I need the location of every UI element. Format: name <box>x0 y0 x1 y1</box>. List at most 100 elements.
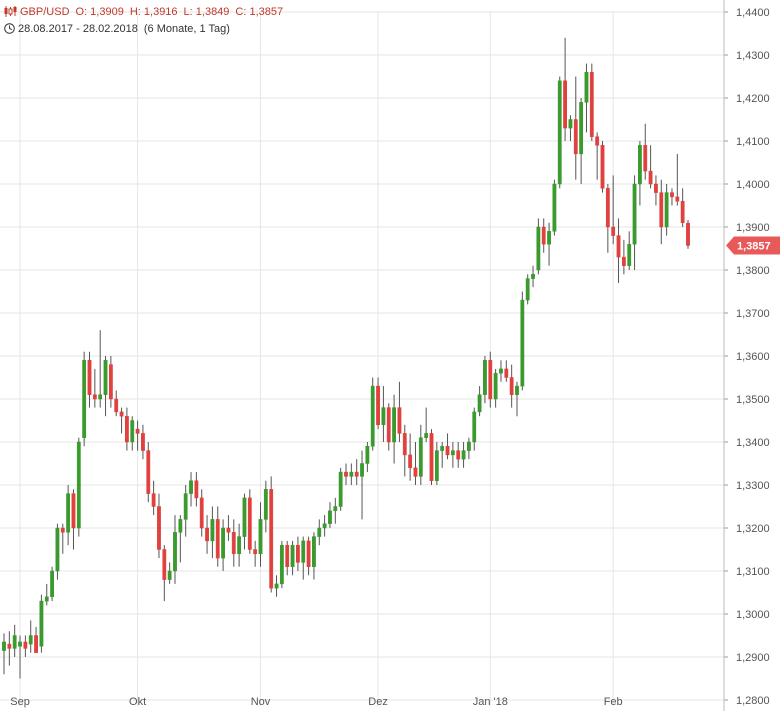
close-value: C: 1,3857 <box>235 6 284 18</box>
candle-body <box>178 519 183 533</box>
candle-body <box>483 360 487 395</box>
x-axis: Sep Okt Nov Dez Jan '18 Feb <box>10 696 622 708</box>
candle-body <box>7 643 12 649</box>
x-tick-label: Nov <box>251 696 271 708</box>
candle-body <box>44 596 49 602</box>
candle-body <box>472 411 477 443</box>
candle-body <box>408 454 413 469</box>
candle-body <box>66 493 71 533</box>
candle-body <box>301 540 306 563</box>
candle-body <box>151 493 156 507</box>
candle-body <box>563 80 568 129</box>
candle-body <box>648 170 653 185</box>
candle-body <box>579 102 584 155</box>
candle-body <box>317 527 322 537</box>
x-tick-label: Feb <box>604 696 623 708</box>
candle-body <box>119 411 124 417</box>
candle-body <box>146 450 151 494</box>
candle-body <box>600 145 605 189</box>
candle-body <box>173 532 177 572</box>
candle-body <box>141 433 145 451</box>
candle-body <box>595 136 600 146</box>
candle-body <box>557 80 562 185</box>
candle-body <box>28 635 33 645</box>
candle-body <box>461 450 466 460</box>
candle-body <box>333 506 338 512</box>
candle-body <box>269 489 274 589</box>
candle-body <box>429 433 434 481</box>
candle-body <box>424 433 429 438</box>
candle-body <box>199 497 204 529</box>
symbol: GBP/USD <box>20 6 70 18</box>
candle-body <box>103 360 108 395</box>
y-tick-label: 1,4300 <box>736 50 770 62</box>
candle-body <box>515 385 519 395</box>
candle-body <box>675 196 680 202</box>
candle-body <box>338 471 343 507</box>
x-tick-label: Jan '18 <box>473 696 508 708</box>
candle-body <box>654 183 658 193</box>
candle-body <box>434 450 439 481</box>
candle-body <box>440 446 445 451</box>
candle-body <box>76 441 81 529</box>
date-range: 28.08.2017 - 28.02.2018 <box>18 23 138 35</box>
candle-body <box>450 450 455 456</box>
candle-body <box>215 519 220 559</box>
y-tick-label: 1,4100 <box>736 136 770 148</box>
candle-body <box>39 600 44 647</box>
candle-body <box>477 394 482 413</box>
candle-body <box>183 493 188 520</box>
candle-body <box>295 544 300 563</box>
candle-body <box>360 463 364 477</box>
candle-body <box>381 407 386 426</box>
candle-body <box>531 274 535 279</box>
candle-body <box>34 635 38 653</box>
candle-body <box>354 471 359 477</box>
candle-body <box>285 544 290 567</box>
clock-icon <box>4 23 15 34</box>
candle-body <box>616 235 621 258</box>
candle-body <box>611 226 616 236</box>
y-tick-label: 1,4400 <box>736 7 770 19</box>
candle-body <box>263 489 268 520</box>
y-tick-label: 1,3100 <box>736 566 770 578</box>
candle-body <box>167 570 172 580</box>
candle-body <box>258 519 263 555</box>
candle-body <box>124 415 129 443</box>
candle-body <box>290 544 295 567</box>
open-value: O: 1,3909 <box>75 6 124 18</box>
candle-body <box>632 183 637 245</box>
candle-body <box>98 394 103 400</box>
candle-body <box>525 278 530 301</box>
candle-body <box>247 497 252 550</box>
y-tick-label: 1,2900 <box>736 652 770 664</box>
candle-body <box>659 192 664 228</box>
y-tick-label: 1,2800 <box>736 695 770 707</box>
candle-body <box>386 407 391 443</box>
candle-body <box>392 407 397 443</box>
candle-body <box>536 226 541 271</box>
x-tick-label: Dez <box>368 696 388 708</box>
candle-body <box>466 441 471 451</box>
candle-body <box>573 119 578 155</box>
candle-body <box>504 368 509 378</box>
candle-body <box>221 527 226 559</box>
high-value: H: 1,3916 <box>129 6 178 18</box>
y-tick-label: 1,3000 <box>736 609 770 621</box>
candle-body <box>18 641 22 647</box>
candle-body <box>55 527 60 572</box>
last-price-label: 1,3857 <box>737 240 771 252</box>
y-tick-label: 1,3400 <box>736 437 770 449</box>
range-header: 28.08.2017 - 28.02.2018 (6 Monate, 1 Tag) <box>4 23 236 35</box>
candle-body <box>370 385 375 447</box>
candle-body <box>226 527 231 533</box>
candle-body <box>520 299 525 387</box>
candle-body <box>344 471 348 477</box>
candle-body <box>130 420 135 443</box>
candle-body <box>322 523 327 529</box>
candle-body <box>237 536 242 555</box>
candle-body <box>108 364 113 400</box>
candle-body <box>12 635 17 649</box>
candle-body <box>328 510 332 524</box>
